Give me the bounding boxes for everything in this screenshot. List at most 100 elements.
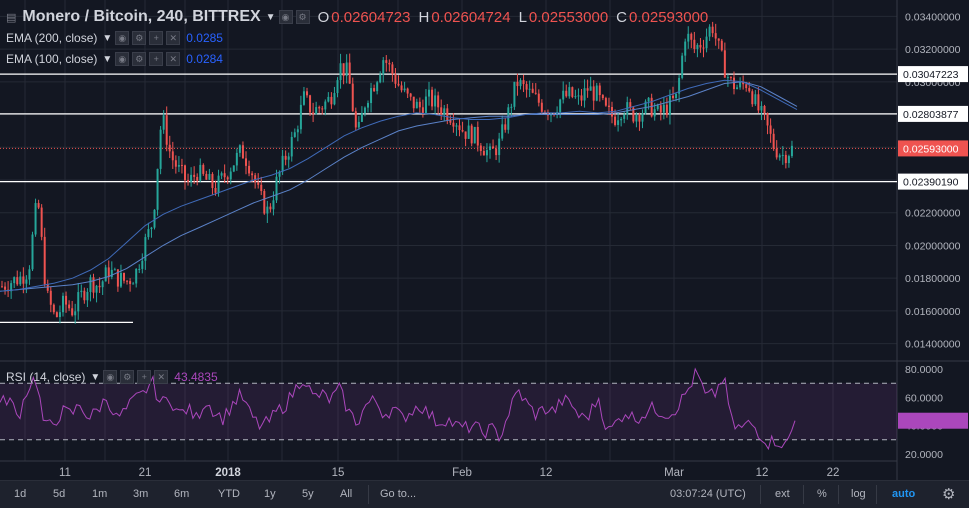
close-icon[interactable]: ✕ [154,370,169,384]
candle-body [400,85,403,91]
candle-body [318,107,321,109]
candle-body [19,276,22,285]
collapse-icon[interactable]: ▤ [6,11,17,24]
close-value: 0.02593000 [629,8,709,26]
chart-canvas[interactable]: 0.034000000.032000000.030000000.02800000… [0,0,969,480]
eye-icon[interactable]: ◉ [115,31,130,45]
settings-icon[interactable]: ⚙ [132,31,147,45]
rsi-label[interactable]: RSI (14, close) [6,370,86,384]
candle-body [614,116,617,125]
divider [803,485,804,504]
price-tick-label: 0.01600000 [905,306,961,318]
settings-icon[interactable]: ⚙ [120,370,135,384]
ema100-line [0,79,798,292]
utc-clock[interactable]: 03:07:24 (UTC) [670,488,746,500]
candle-body [388,62,391,65]
eye-icon[interactable]: ◉ [103,370,118,384]
candle-body [1,286,3,288]
range-5y-button[interactable]: 5y [302,488,314,500]
range-1y-button[interactable]: 1y [264,488,276,500]
price-tick-label: 0.01800000 [905,273,961,285]
candle-body [199,164,202,181]
time-tick-label: 21 [139,467,152,479]
candle-body [129,281,132,284]
candle-body [437,95,440,108]
eye-icon[interactable]: ◉ [115,52,130,66]
candle-body [58,312,61,318]
goto-button[interactable]: Go to... [380,488,417,500]
candle-body [31,234,34,270]
candle-body [745,84,748,89]
ema100-label[interactable]: EMA (100, close) [6,52,98,66]
percent-button[interactable]: % [817,488,827,500]
candle-body [534,92,537,94]
candle-body [98,285,101,288]
candle-body [306,91,308,96]
hline-price-label: 0.03047223 [903,69,959,81]
candle-body [10,283,13,292]
candle-body [367,103,369,108]
range-5d-button[interactable]: 5d [53,488,66,500]
log-button[interactable]: log [851,488,866,500]
candle-body [568,87,571,97]
range-3m-button[interactable]: 3m [133,488,149,500]
plus-icon[interactable]: + [149,31,164,45]
candle-body [632,107,635,122]
eye-icon[interactable]: ◉ [278,10,293,24]
candle-body [431,89,434,107]
candle-body [522,80,525,85]
chevron-down-icon[interactable]: ▼ [265,11,276,23]
candle-body [193,174,196,177]
candle-body [565,90,568,97]
rsi-current-tag [898,412,968,429]
hline-price-tag [898,105,968,122]
candle-body [226,177,229,180]
candle-body [711,26,714,34]
plus-icon[interactable]: + [149,52,164,66]
candle-body [196,176,199,181]
candle-body [324,101,327,110]
range-1d-button[interactable]: 1d [14,488,27,500]
candle-body [339,63,342,81]
candle-body [766,113,769,126]
ema100-legend: EMA (100, close) ▼ ◉ ⚙ + ✕ 0.0284 [6,52,223,66]
settings-icon[interactable]: ⚙ [295,10,310,24]
chevron-down-icon[interactable]: ▼ [102,32,113,44]
close-icon[interactable]: ✕ [166,31,181,45]
plus-icon[interactable]: + [137,370,152,384]
candle-body [446,108,449,121]
auto-button[interactable]: auto [892,488,916,500]
candle-body [476,126,479,146]
candle-body [638,114,641,122]
candle-body [662,104,665,113]
ext-button[interactable]: ext [775,488,790,500]
ema200-label[interactable]: EMA (200, close) [6,31,98,45]
candle-body [309,95,312,113]
candle-body [180,165,183,167]
close-icon[interactable]: ✕ [166,52,181,66]
chevron-down-icon[interactable]: ▼ [102,53,113,65]
candle-body [119,273,122,287]
candle-body [516,81,519,87]
candle-body [342,63,345,76]
settings-icon[interactable]: ⚙ [132,52,147,66]
candle-body [52,304,55,313]
price-tick-label: 0.02200000 [905,208,961,220]
symbol-title[interactable]: Monero / Bitcoin, 240, BITTREX [22,8,261,25]
open-value: 0.02604723 [331,8,411,26]
candle-body [223,173,226,178]
range-6m-button[interactable]: 6m [174,488,190,500]
range-ytd-button[interactable]: YTD [218,488,240,500]
range-all-button[interactable]: All [340,488,353,500]
candle-body [241,145,244,159]
candle-body [293,132,296,137]
chevron-down-icon[interactable]: ▼ [90,371,101,383]
candle-body [659,105,662,113]
range-1m-button[interactable]: 1m [92,488,108,500]
candle-body [266,206,269,214]
candle-body [357,121,360,128]
candle-body [415,101,418,109]
candle-body [531,88,534,93]
candle-body [604,98,607,106]
gear-icon[interactable]: ⚙ [942,486,956,503]
